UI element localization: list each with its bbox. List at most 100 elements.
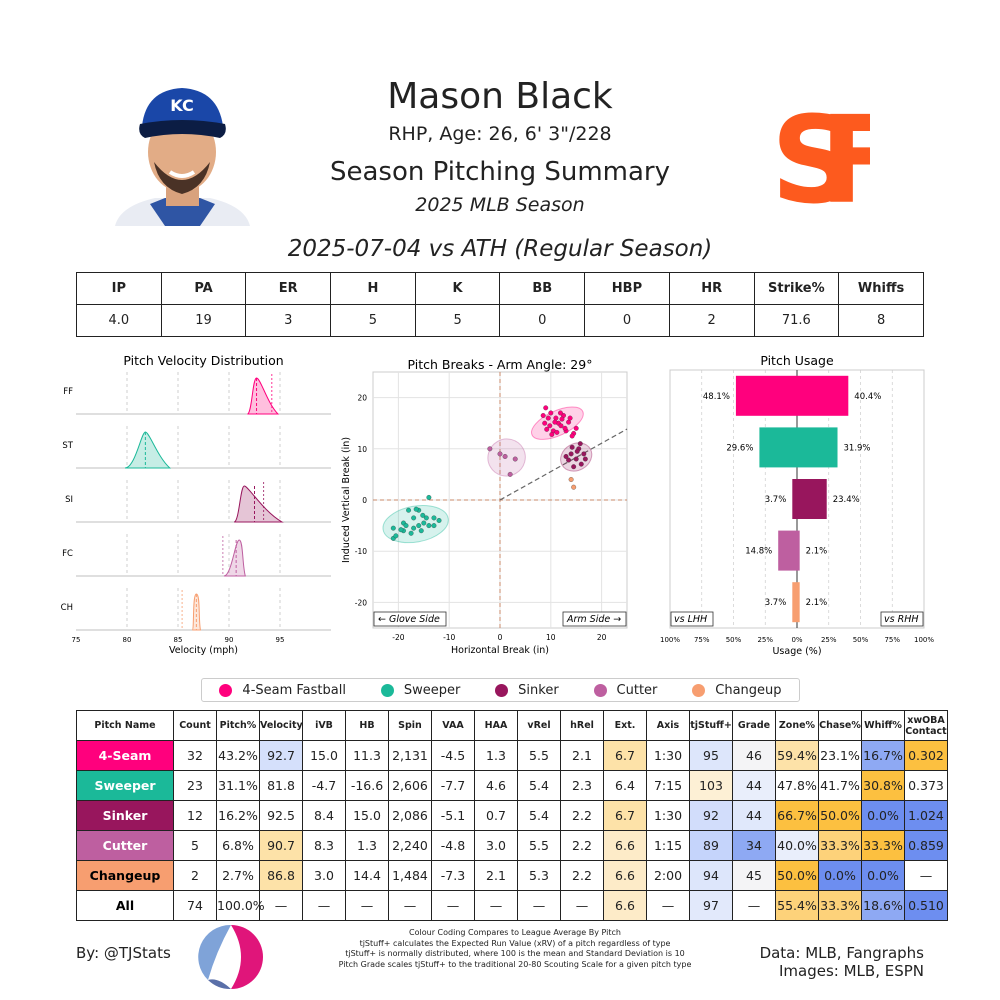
column-header: VAA <box>431 710 475 741</box>
table-cell: 0.7 <box>474 800 518 831</box>
point <box>568 477 574 482</box>
x-tick: 10 <box>546 633 556 642</box>
y-tick: 0 <box>362 496 367 505</box>
label-lhh: 14.8% <box>745 547 772 557</box>
label-lhh: 3.7% <box>765 495 787 505</box>
table-cell: 6.7 <box>603 740 647 771</box>
point <box>487 446 493 452</box>
point <box>542 420 548 426</box>
point <box>553 415 559 421</box>
density-FF <box>246 377 280 415</box>
point <box>502 454 508 459</box>
lhh-box <box>670 611 714 627</box>
table-cell: 18.6% <box>861 890 905 921</box>
point <box>554 429 560 435</box>
table-row: Sinker 12 16.2% 92.5 8.4 15.0 2,086 -5.1 0.7 5.4 2… <box>76 800 948 831</box>
stat-header: HR <box>668 272 755 305</box>
legend-item: Changeup <box>692 683 782 698</box>
table-cell: 16.2% <box>216 800 260 831</box>
table-cell: -4.5 <box>431 740 475 771</box>
row-label: FC <box>62 549 73 559</box>
pitch-break-chart: Pitch Breaks - Arm Angle: 29° -20 -10 0 10 20… <box>341 357 628 656</box>
rhh-box <box>880 611 924 627</box>
table-cell: 2.2 <box>560 800 604 831</box>
stat-header: PA <box>160 272 247 305</box>
table-cell: — <box>646 890 690 921</box>
season-label: 2025 MLB Season <box>415 194 585 216</box>
stat-header: Strike% <box>753 272 840 305</box>
column-header: Pitch% <box>216 710 260 741</box>
stat-value: 0 <box>584 304 670 337</box>
y-tick: -20 <box>355 598 367 607</box>
stat-value: 19 <box>160 304 247 337</box>
point <box>507 471 513 477</box>
player-bio: RHP, Age: 26, 6' 3"/228 <box>388 123 612 145</box>
stat-line-table: IP PA ER H K BB HBP HR Strike% Whiffs 4.0 19 3 5 5 0 0 2… <box>76 272 924 337</box>
table-cell: 4.6 <box>474 770 518 801</box>
table-row: Cutter 5 6.8% 90.7 8.3 1.3 2,240 -4.8 3.0 5.5 2.2 6… <box>76 830 948 861</box>
point <box>497 451 503 457</box>
table-cell: 31.1% <box>216 770 260 801</box>
point <box>544 426 550 432</box>
x-tick: 75% <box>884 636 900 644</box>
player-headshot: KC <box>110 86 255 226</box>
y-tick: -10 <box>355 547 367 556</box>
row-label: CH <box>61 603 73 613</box>
table-cell: 94 <box>689 860 733 891</box>
table-cell: 33.3% <box>861 830 905 861</box>
row-label: ST <box>62 441 73 451</box>
table-cell: 55.4% <box>775 890 819 921</box>
label-rhh: 2.1% <box>806 547 828 557</box>
pitch-usage-chart: Pitch Usage 48.1% 40.4% 29.6% 31.9% 3.7% 23.4%… <box>660 353 934 657</box>
table-cell: 47.8% <box>775 770 819 801</box>
table-cell: 1.024 <box>904 800 948 831</box>
x-tick: 0 <box>498 633 503 642</box>
legend-swatch <box>495 683 509 697</box>
table-cell: 0.0% <box>861 800 905 831</box>
x-tick: 100% <box>660 636 680 644</box>
table-cell: 5.4 <box>517 800 561 831</box>
bar-lhh <box>792 479 797 519</box>
pitch-name-cell: Changeup <box>76 860 174 891</box>
bar-lhh <box>735 375 797 416</box>
table-cell: 59.4% <box>775 740 819 771</box>
arm-side-box <box>562 611 627 627</box>
point <box>411 515 417 521</box>
table-cell: 0.373 <box>904 770 948 801</box>
label-rhh: 31.9% <box>844 443 871 453</box>
point <box>573 425 579 431</box>
point <box>423 515 429 521</box>
report-title: Season Pitching Summary <box>329 157 671 187</box>
table-cell: 2.3 <box>560 770 604 801</box>
point <box>416 523 422 529</box>
row-label: SI <box>65 495 73 505</box>
point <box>421 520 427 526</box>
bar-rhh <box>797 582 800 623</box>
column-header: vRel <box>517 710 561 741</box>
point <box>393 533 399 539</box>
point <box>431 515 437 521</box>
x-tick: 25% <box>821 636 837 644</box>
column-header: Count <box>173 710 217 741</box>
table-cell: 15.0 <box>302 740 346 771</box>
table-cell: 1:30 <box>646 800 690 831</box>
table-cell: 15.0 <box>345 800 389 831</box>
table-cell: -7.7 <box>431 770 475 801</box>
label-rhh: 2.1% <box>806 598 828 608</box>
table-cell: 2:00 <box>646 860 690 891</box>
stat-header: K <box>414 272 501 305</box>
column-header: hRel <box>560 710 604 741</box>
legend-item: 4-Seam Fastball <box>219 683 346 698</box>
table-cell: 5.5 <box>517 740 561 771</box>
column-header: Velocity <box>259 710 303 741</box>
density-ST <box>124 431 172 469</box>
table-cell: -5.1 <box>431 800 475 831</box>
table-cell: 1:15 <box>646 830 690 861</box>
chart-title: Pitch Velocity Distribution <box>123 353 283 368</box>
table-cell: 2,240 <box>388 830 432 861</box>
pitch-legend: 4-Seam Fastball Sweeper Sinker Cutter Change… <box>201 678 800 702</box>
table-cell: 1:30 <box>646 740 690 771</box>
table-cell: 0.0% <box>818 860 862 891</box>
legend-label: Sinker <box>518 682 559 698</box>
table-cell: 0.302 <box>904 740 948 771</box>
